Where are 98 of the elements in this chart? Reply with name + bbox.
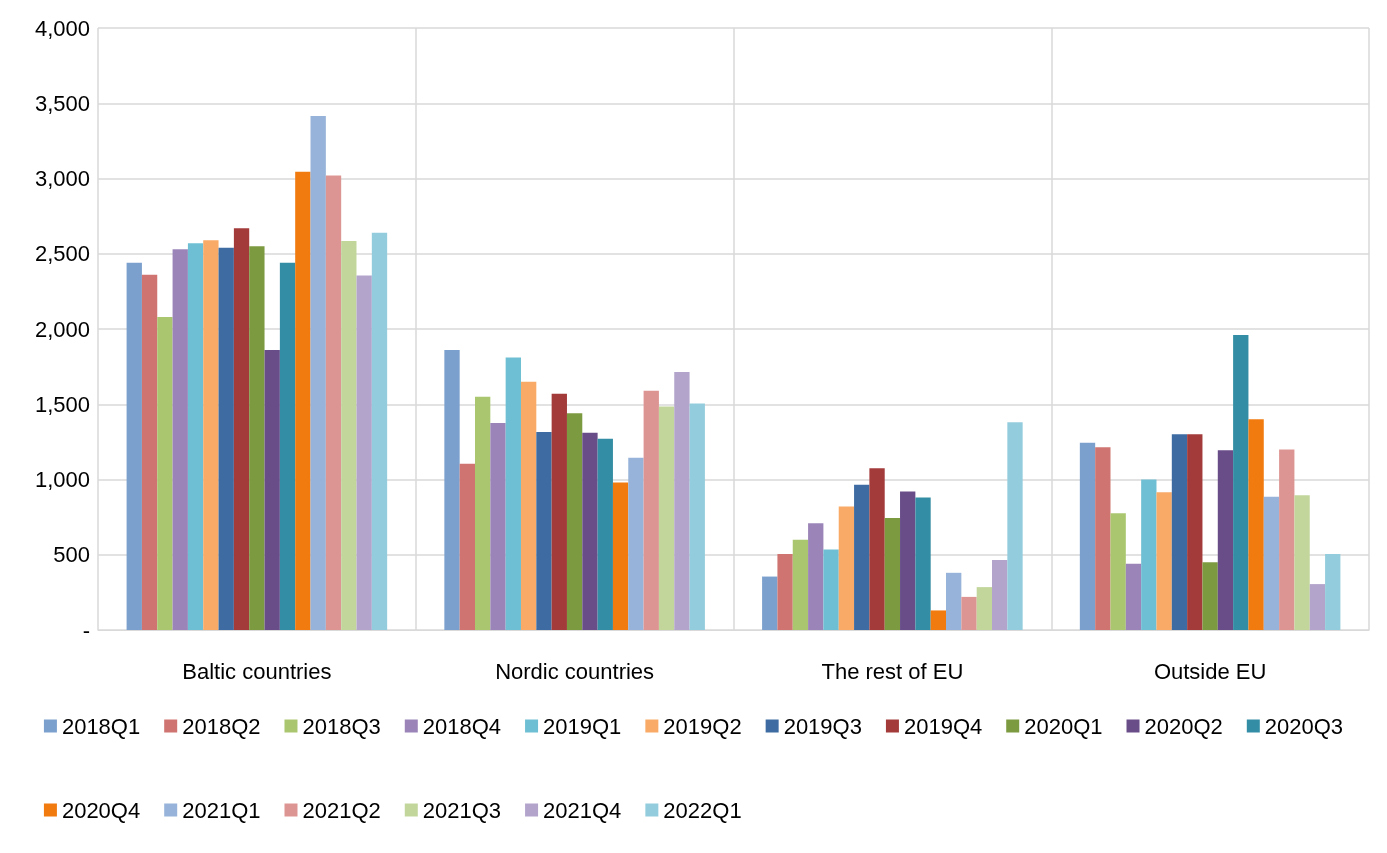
bar [1125, 563, 1142, 630]
bar [371, 232, 388, 630]
bar [218, 247, 234, 630]
bar [976, 587, 992, 630]
legend-label: 2020Q2 [1144, 713, 1223, 739]
bar [689, 403, 705, 630]
bar [126, 262, 142, 630]
bar [141, 274, 158, 630]
bar [1217, 450, 1234, 630]
bar [597, 438, 613, 630]
bar [1233, 335, 1249, 630]
bar [1202, 562, 1218, 630]
bar [1187, 434, 1203, 630]
legend-label: 2021Q3 [422, 797, 502, 823]
bar [157, 316, 173, 630]
bar [536, 432, 552, 630]
bar [505, 357, 521, 630]
bar [356, 275, 372, 630]
bar [823, 549, 839, 630]
bar [1110, 513, 1126, 630]
y-tick-label: 3,500 [34, 90, 90, 116]
bar [566, 413, 583, 630]
legend-label: 2019Q2 [663, 713, 742, 739]
bar [341, 240, 357, 630]
bar [249, 246, 265, 630]
bar [1279, 449, 1295, 630]
bar [444, 350, 460, 630]
y-tick-label: - [82, 617, 90, 643]
legend-label: 2020Q1 [1024, 713, 1103, 739]
bar [1171, 434, 1188, 630]
bar [884, 517, 901, 630]
bar [1248, 419, 1264, 630]
bar [325, 175, 342, 630]
bar [643, 390, 659, 630]
bar [1325, 554, 1341, 630]
bar [1156, 492, 1172, 630]
legend-label: 2018Q2 [182, 713, 261, 739]
bar [1309, 584, 1326, 630]
bar [628, 457, 644, 630]
bar [674, 371, 690, 630]
bar [551, 393, 567, 630]
bar [203, 240, 219, 630]
legend-label: 2020Q4 [61, 797, 141, 823]
legend-label: 2021Q2 [302, 797, 381, 823]
bar [838, 506, 855, 630]
legend-label: 2020Q3 [1264, 713, 1344, 739]
bar [1263, 496, 1280, 630]
bar [808, 523, 824, 630]
bar [1007, 422, 1023, 630]
bar [1079, 442, 1096, 630]
legend-label: 2021Q1 [182, 797, 261, 823]
bar [172, 249, 188, 630]
bar [490, 423, 506, 630]
y-tick-label: 1,500 [34, 391, 90, 417]
bar [961, 596, 977, 630]
y-tick-label: 4,000 [34, 15, 90, 41]
y-tick-label: 2,000 [34, 316, 90, 342]
y-tick-label: 3,000 [34, 166, 90, 191]
y-tick-label: 2,500 [34, 241, 90, 267]
bar [946, 572, 962, 630]
bar [264, 350, 280, 630]
bar [658, 406, 675, 630]
bar [310, 116, 326, 630]
legend-label: 2018Q1 [61, 713, 141, 739]
x-tick-label: The rest of EU [821, 658, 964, 684]
bar [992, 560, 1008, 630]
bar [854, 484, 870, 630]
y-tick-label: 1,000 [34, 467, 90, 492]
bar [459, 463, 475, 630]
legend-label: 2019Q4 [903, 713, 983, 739]
bar [915, 497, 931, 630]
bar [612, 482, 629, 630]
bar [187, 243, 204, 630]
bar [792, 539, 809, 630]
bar [1294, 495, 1310, 630]
legend-label: 2022Q1 [663, 797, 742, 823]
x-tick-label: Outside EU [1153, 658, 1267, 684]
legend-label: 2019Q3 [783, 713, 862, 739]
bar [475, 396, 491, 630]
y-tick-label: 500 [53, 542, 90, 568]
legend-label: 2019Q1 [543, 713, 622, 739]
bar [777, 554, 793, 630]
legend-label: 2018Q4 [422, 713, 502, 739]
legend-label: 2021Q4 [543, 797, 622, 823]
bar [1095, 447, 1111, 630]
bar [869, 468, 885, 630]
bar [520, 381, 537, 630]
bar [1141, 479, 1157, 630]
x-tick-label: Baltic countries [182, 658, 332, 684]
bar [582, 432, 598, 630]
x-tick-label: Nordic countries [495, 658, 655, 684]
bar [900, 491, 916, 630]
bar [762, 576, 778, 630]
bar [279, 262, 296, 630]
legend-label: 2018Q3 [302, 713, 381, 739]
bar [930, 610, 947, 630]
bar [233, 228, 250, 630]
bar [295, 171, 311, 630]
